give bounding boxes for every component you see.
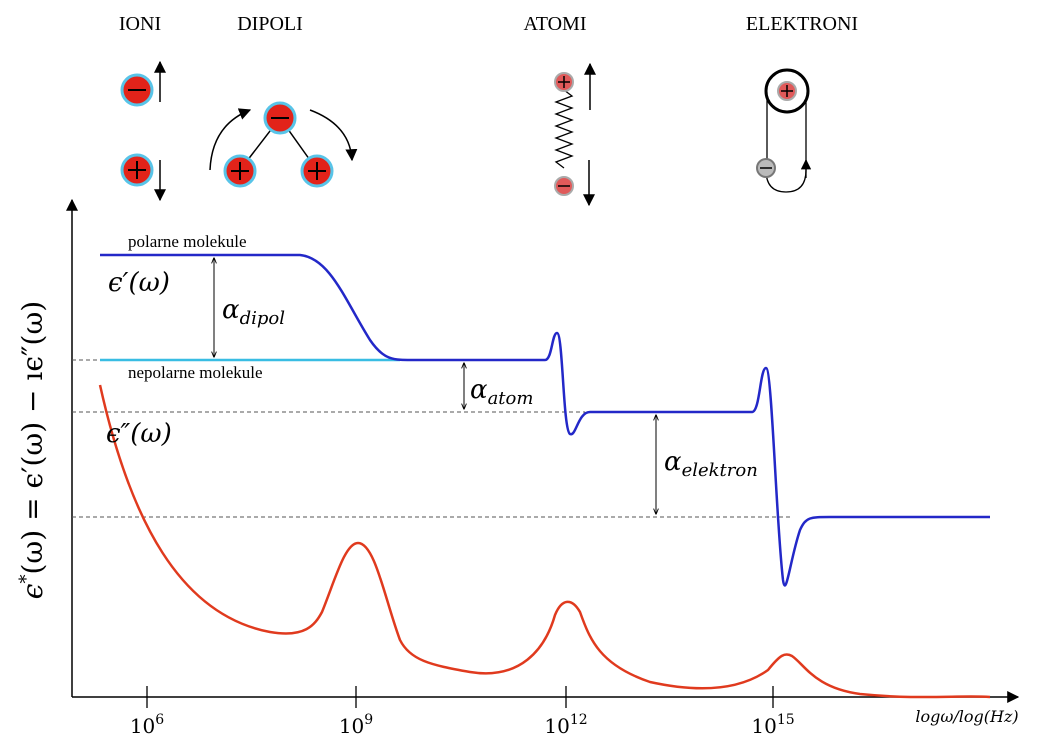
ion-icon xyxy=(120,60,166,202)
electron-icon xyxy=(756,68,812,193)
x-tick-label: 109 xyxy=(339,712,373,738)
group-label: ATOMI xyxy=(524,13,587,35)
alpha-arrows xyxy=(214,258,656,514)
nonpolar-label: nepolarne molekule xyxy=(128,363,263,382)
alpha-atom: αatom xyxy=(470,375,533,409)
polar-label: polarne molekule xyxy=(128,232,247,251)
x-tick-label: 1012 xyxy=(544,712,587,738)
real-part-curve xyxy=(100,253,990,587)
group-label: IONI xyxy=(119,13,161,35)
imag-part-label: ϵ″(ω) xyxy=(106,419,172,449)
y-axis-label: ϵ*(ω) = ϵ′(ω) − ıϵ″(ω) xyxy=(16,301,49,599)
group-label: ELEKTRONI xyxy=(746,13,858,35)
reference-lines xyxy=(72,359,790,518)
imag-part-curve xyxy=(98,384,991,699)
group-label: DIPOLI xyxy=(237,13,303,35)
alpha-elektron: αelektron xyxy=(664,447,758,481)
atom-icon xyxy=(554,62,596,207)
alpha-dipol: αdipol xyxy=(222,295,285,329)
x-tick-marks xyxy=(146,686,774,708)
x-axis-label: logω/log(Hz) xyxy=(915,707,1018,726)
real-part-label: ϵ′(ω) xyxy=(108,268,170,298)
x-tick-label: 106 xyxy=(130,712,164,738)
dipole-icon xyxy=(209,101,358,188)
x-tick-label: 1015 xyxy=(751,712,794,738)
